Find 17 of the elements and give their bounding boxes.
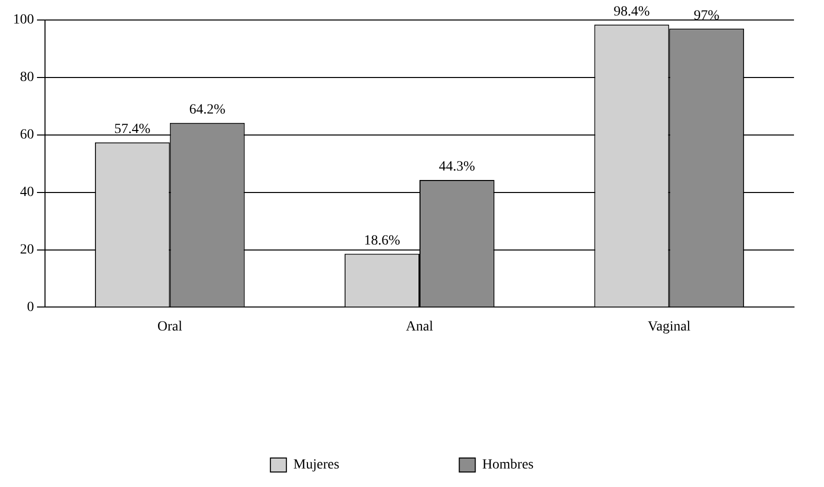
x-tick-label: Anal bbox=[406, 319, 434, 334]
data-label: 44.3% bbox=[438, 160, 476, 175]
data-label: 98.4% bbox=[614, 4, 650, 20]
y-tick-label: 0 bbox=[27, 300, 34, 315]
data-label: 18.6% bbox=[364, 233, 400, 248]
y-tick-label: 40 bbox=[20, 184, 34, 200]
legend-label: Hombres bbox=[482, 458, 534, 473]
y-tick-label: 20 bbox=[20, 242, 34, 258]
y-tick-label: 100 bbox=[13, 12, 34, 28]
x-tick-label: Oral bbox=[157, 319, 182, 334]
data-label: 57.4% bbox=[114, 122, 151, 138]
data-label: 64.2% bbox=[189, 102, 226, 118]
y-tick-label: 80 bbox=[20, 70, 34, 86]
x-tick-label: Vaginal bbox=[648, 319, 691, 334]
legend-label: Mujeres bbox=[293, 458, 340, 473]
data-label: 97% bbox=[694, 8, 720, 24]
y-tick-label: 60 bbox=[20, 128, 34, 143]
